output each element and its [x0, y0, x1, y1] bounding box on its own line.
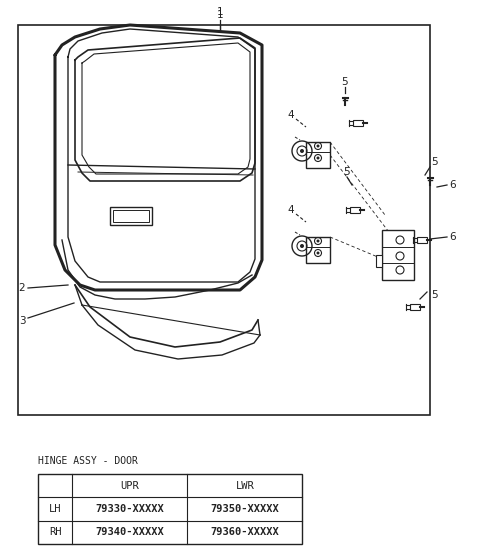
Text: 79360-XXXXX: 79360-XXXXX: [210, 527, 279, 537]
Text: 79330-XXXXX: 79330-XXXXX: [95, 504, 164, 514]
Text: 5: 5: [432, 290, 438, 300]
Circle shape: [300, 244, 304, 248]
Text: 1: 1: [216, 7, 223, 17]
Text: LWR: LWR: [235, 481, 254, 491]
Text: 79350-XXXXX: 79350-XXXXX: [210, 504, 279, 514]
Text: LH: LH: [49, 504, 61, 514]
Text: 4: 4: [288, 110, 294, 120]
Bar: [18, 25, 430, 415]
Circle shape: [316, 240, 320, 243]
Text: UPR: UPR: [120, 481, 139, 491]
Bar: [350, 207, 360, 213]
Text: 6: 6: [450, 180, 456, 190]
Text: 5: 5: [342, 77, 348, 87]
Circle shape: [316, 157, 320, 159]
Text: 4: 4: [288, 205, 294, 215]
Bar: [306, 237, 330, 263]
Bar: [417, 237, 427, 243]
Text: 79340-XXXXX: 79340-XXXXX: [95, 527, 164, 537]
Text: 6: 6: [450, 232, 456, 242]
Bar: [306, 142, 330, 168]
Bar: [38, 474, 302, 544]
Bar: [113, 210, 149, 222]
Text: 1: 1: [216, 10, 223, 20]
Bar: [382, 230, 414, 280]
Circle shape: [316, 251, 320, 255]
Circle shape: [300, 149, 304, 153]
Text: 5: 5: [344, 167, 350, 177]
Text: 5: 5: [432, 157, 438, 167]
Text: 3: 3: [19, 316, 25, 326]
Bar: [376, 255, 382, 267]
Text: HINGE ASSY - DOOR: HINGE ASSY - DOOR: [38, 456, 138, 466]
Text: 2: 2: [19, 283, 25, 293]
Bar: [353, 120, 363, 126]
Bar: [410, 304, 420, 310]
Text: RH: RH: [49, 527, 61, 537]
Bar: [110, 207, 152, 225]
Circle shape: [316, 144, 320, 148]
